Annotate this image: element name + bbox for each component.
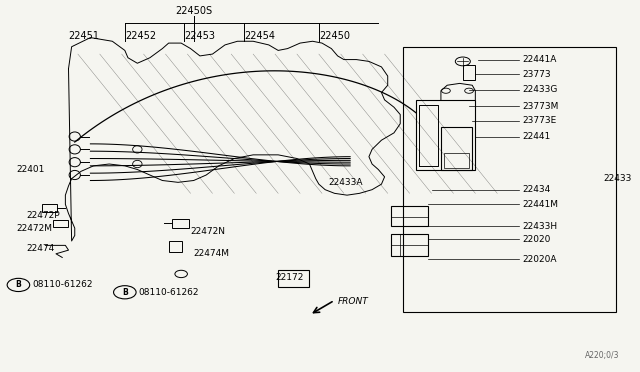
Text: 22433H: 22433H xyxy=(522,222,557,231)
Text: 08110-61262: 08110-61262 xyxy=(32,280,93,289)
Text: 22474M: 22474M xyxy=(194,249,230,258)
Bar xyxy=(441,127,472,170)
Text: 22441: 22441 xyxy=(522,132,550,141)
Text: 22433: 22433 xyxy=(604,174,632,183)
Text: 22474: 22474 xyxy=(27,244,55,253)
Text: 23773: 23773 xyxy=(522,70,551,79)
Bar xyxy=(169,241,182,252)
Text: 22441M: 22441M xyxy=(522,200,558,209)
Bar xyxy=(53,220,68,227)
Text: 08110-61262: 08110-61262 xyxy=(139,288,199,297)
Text: 23773M: 23773M xyxy=(522,102,559,110)
Bar xyxy=(391,206,428,226)
Bar xyxy=(42,203,57,212)
Bar xyxy=(403,47,616,312)
Text: 22472P: 22472P xyxy=(27,211,60,220)
Bar xyxy=(463,65,476,80)
Bar xyxy=(416,100,476,170)
Text: 22020: 22020 xyxy=(522,235,550,244)
Text: 22451: 22451 xyxy=(68,31,99,41)
Bar xyxy=(172,219,189,228)
Text: B: B xyxy=(122,288,128,297)
Text: 22454: 22454 xyxy=(244,31,275,41)
Text: 22441A: 22441A xyxy=(522,55,557,64)
Text: 23773E: 23773E xyxy=(522,116,557,125)
Text: A220;0/3: A220;0/3 xyxy=(585,351,620,360)
Text: 22472N: 22472N xyxy=(191,227,225,236)
Text: B: B xyxy=(15,280,21,289)
Text: 22433G: 22433G xyxy=(522,86,557,94)
Text: 22020A: 22020A xyxy=(522,255,557,264)
Bar xyxy=(444,153,469,168)
Text: 22453: 22453 xyxy=(184,31,215,41)
Text: FRONT: FRONT xyxy=(338,297,369,306)
Text: 22452: 22452 xyxy=(125,31,156,41)
Text: 22172: 22172 xyxy=(275,273,303,282)
Text: 22434: 22434 xyxy=(522,185,550,194)
Text: 22401: 22401 xyxy=(17,165,45,174)
Bar xyxy=(278,270,310,287)
Text: 22472M: 22472M xyxy=(17,224,52,232)
Text: 22450: 22450 xyxy=(319,31,350,41)
Text: 22433A: 22433A xyxy=(328,178,363,187)
Text: 22450S: 22450S xyxy=(175,6,212,16)
Bar xyxy=(391,234,428,256)
